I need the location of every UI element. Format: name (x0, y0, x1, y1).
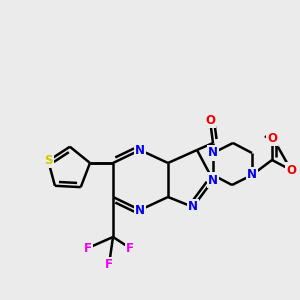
Text: N: N (208, 173, 218, 187)
Text: F: F (105, 259, 113, 272)
Text: N: N (247, 169, 257, 182)
Text: F: F (126, 242, 134, 254)
Text: N: N (208, 146, 218, 160)
Text: O: O (267, 131, 277, 145)
Text: N: N (135, 203, 145, 217)
Text: N: N (188, 200, 198, 214)
Text: O: O (286, 164, 296, 176)
Text: F: F (84, 242, 92, 254)
Text: N: N (135, 143, 145, 157)
Text: O: O (205, 113, 215, 127)
Text: S: S (44, 154, 52, 167)
